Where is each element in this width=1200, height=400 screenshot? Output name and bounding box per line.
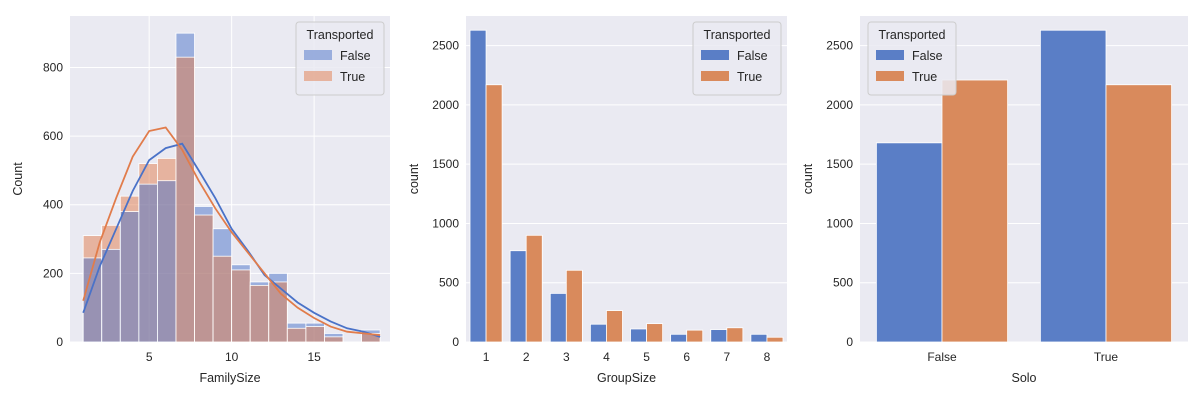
y-tick-label: 0: [56, 335, 63, 349]
y-tick-label: 1000: [826, 216, 853, 230]
legend-swatch-false: [701, 50, 729, 60]
y-axis-label: count: [407, 163, 421, 194]
bar-true: [212, 255, 233, 343]
bar-false: [630, 328, 647, 343]
x-tick-label: 5: [643, 350, 650, 364]
x-axis-label: FamilySize: [199, 371, 260, 385]
y-tick-label: 2500: [432, 39, 459, 53]
y-tick-label: 0: [846, 335, 853, 349]
bar-false: [549, 292, 567, 343]
legend-label-true: True: [912, 70, 937, 84]
y-tick-label: 2000: [432, 98, 459, 112]
x-tick-label: 6: [683, 350, 690, 364]
bar-true: [766, 336, 784, 343]
bar-true: [525, 234, 543, 343]
bar-true: [305, 326, 325, 343]
bar-false: [589, 323, 607, 343]
legend-swatch-false: [304, 50, 332, 60]
x-tick-label: 5: [146, 350, 153, 364]
y-tick-label: 800: [43, 60, 63, 74]
y-axis-label: count: [801, 163, 815, 194]
bar-true: [1105, 84, 1172, 343]
kde-line-false: [82, 142, 381, 338]
legend-title: Transported: [307, 28, 374, 42]
x-tick-label: True: [1094, 350, 1119, 364]
legend-label-true: True: [737, 70, 762, 84]
bar-false: [750, 333, 768, 343]
bar-true: [249, 284, 270, 343]
bar-true: [286, 327, 307, 343]
x-axis-label: Solo: [1011, 371, 1036, 385]
legend: Transported False True: [295, 21, 385, 96]
x-tick-label: 7: [723, 350, 730, 364]
bar-true: [324, 336, 344, 343]
y-tick-label: 1000: [432, 216, 459, 230]
bar-false: [509, 250, 527, 343]
legend: Transported False True: [867, 21, 957, 96]
x-tick-label: 1: [483, 350, 490, 364]
chart-group: 0 500 1000 1500 2000 2500 1 2 3 4 5 6 7 8 GroupSize cou…: [407, 16, 787, 385]
bar-false: [1040, 29, 1107, 343]
y-tick-label: 500: [439, 276, 459, 290]
legend-label-false: False: [737, 49, 768, 63]
bar-false: [119, 211, 140, 343]
x-tick-label: 8: [764, 350, 771, 364]
legend-swatch-true: [701, 71, 729, 81]
bar-false: [101, 248, 121, 343]
bar-true: [686, 329, 704, 343]
bar-false: [138, 183, 158, 343]
x-tick-label: False: [927, 350, 957, 364]
x-tick-label: 15: [307, 350, 321, 364]
bar-true: [606, 310, 623, 343]
bar-true: [175, 56, 195, 343]
y-tick-label: 600: [43, 129, 63, 143]
legend-label-false: False: [912, 49, 943, 63]
y-tick-label: 2500: [826, 39, 853, 53]
bar-false: [670, 333, 688, 343]
y-tick-label: 2000: [826, 98, 853, 112]
kde-line-true: [82, 126, 381, 336]
bar-true: [485, 84, 503, 343]
bar-false: [710, 329, 728, 343]
bar-true: [231, 269, 251, 343]
legend-swatch-true: [876, 71, 904, 81]
bar-true: [646, 323, 664, 343]
chart-family: 0 200 400 600 800 5 10 15 FamilySize Count Transpo…: [11, 16, 390, 385]
chart-solo: 0 500 1000 1500 2000 2500 False True Solo count Tr…: [801, 16, 1188, 385]
legend-label-false: False: [340, 49, 371, 63]
x-tick-label: 4: [603, 350, 610, 364]
y-tick-label: 500: [833, 276, 853, 290]
bar-false: [876, 142, 943, 343]
y-tick-label: 0: [452, 335, 459, 349]
x-axis-label: GroupSize: [597, 371, 656, 385]
y-tick-label: 400: [43, 198, 63, 212]
legend: Transported False True: [692, 21, 782, 96]
legend-swatch-false: [876, 50, 904, 60]
bar-true: [268, 281, 288, 343]
bar-false: [469, 29, 487, 343]
x-tick-label: 10: [225, 350, 239, 364]
legend-label-true: True: [340, 70, 365, 84]
bar-true: [194, 214, 214, 343]
x-tick-label: 3: [563, 350, 570, 364]
y-tick-label: 1500: [432, 157, 459, 171]
y-tick-label: 1500: [826, 157, 853, 171]
y-axis-label: Count: [11, 162, 25, 196]
bar-false: [157, 180, 177, 343]
legend-swatch-true: [304, 71, 332, 81]
bar-true: [941, 79, 1008, 343]
bar-true: [726, 327, 744, 343]
x-tick-label: 2: [523, 350, 530, 364]
bar-true: [565, 269, 583, 343]
legend-title: Transported: [704, 28, 771, 42]
legend-title: Transported: [879, 28, 946, 42]
y-tick-label: 200: [43, 266, 63, 280]
